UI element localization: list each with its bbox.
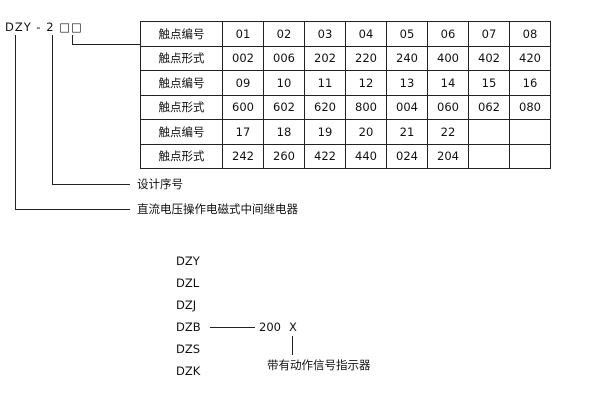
contact-table: 触点编号 01 02 03 04 05 06 07 08 触点形式 002 006 202 220 240 4… — [140, 21, 551, 169]
table-cell — [468, 143, 510, 169]
table-cell: 220 — [345, 45, 387, 71]
table-cell: 18 — [263, 119, 305, 145]
table-cell: 080 — [509, 94, 551, 120]
model-code: DZY - 2 □□ — [5, 20, 83, 34]
table-cell: 060 — [427, 94, 469, 120]
table-row: 触点形式 242 260 422 440 024 204 — [140, 143, 551, 169]
table-cell: 062 — [468, 94, 510, 120]
design-serial-label: 设计序号 — [137, 177, 183, 191]
row-header: 触点形式 — [140, 143, 223, 169]
variant-code-group: 200 X — [259, 320, 297, 334]
row-header: 触点形式 — [140, 94, 223, 120]
table-cell — [468, 119, 510, 145]
table-cell: 20 — [345, 119, 387, 145]
table-row: 触点编号 09 10 11 12 13 14 15 16 — [140, 70, 551, 96]
series-item: DZJ — [176, 298, 197, 312]
table-cell: 04 — [345, 21, 387, 47]
relay-desc-label: 直流电压操作电磁式中间继电器 — [137, 202, 298, 216]
table-row: 触点形式 002 006 202 220 240 400 402 420 — [140, 45, 551, 71]
series-item: DZS — [176, 342, 201, 356]
row-header: 触点编号 — [140, 119, 223, 145]
series-item: DZB — [176, 320, 201, 334]
table-cell: 602 — [263, 94, 305, 120]
table-row: 触点编号 17 18 19 20 21 22 — [140, 119, 551, 145]
table-cell: 22 — [427, 119, 469, 145]
connector-line — [292, 336, 293, 355]
row-header: 触点编号 — [140, 21, 223, 47]
table-cell: 242 — [222, 143, 264, 169]
table-cell: 600 — [222, 94, 264, 120]
variant-suffix: X — [288, 320, 297, 334]
table-cell: 06 — [427, 21, 469, 47]
table-cell — [509, 143, 551, 169]
table-cell: 006 — [263, 45, 305, 71]
suffix-desc: 带有动作信号指示器 — [267, 358, 371, 372]
table-cell: 07 — [468, 21, 510, 47]
connector-line — [72, 35, 73, 45]
table-cell: 15 — [468, 70, 510, 96]
table-cell: 402 — [468, 45, 510, 71]
table-cell: 03 — [304, 21, 346, 47]
table-cell: 02 — [263, 21, 305, 47]
table-cell: 440 — [345, 143, 387, 169]
series-item: DZL — [176, 276, 200, 290]
connector-line — [52, 35, 53, 185]
table-cell: 202 — [304, 45, 346, 71]
table-cell: 19 — [304, 119, 346, 145]
connector-line — [210, 327, 255, 328]
table-cell: 09 — [222, 70, 264, 96]
table-cell: 11 — [304, 70, 346, 96]
connector-line — [15, 35, 16, 210]
table-cell: 024 — [386, 143, 428, 169]
connector-line — [15, 209, 130, 210]
table-cell: 260 — [263, 143, 305, 169]
table-cell: 13 — [386, 70, 428, 96]
table-row: 触点编号 01 02 03 04 05 06 07 08 — [140, 21, 551, 47]
table-cell: 05 — [386, 21, 428, 47]
connector-line — [52, 184, 130, 185]
table-cell: 17 — [222, 119, 264, 145]
table-cell: 12 — [345, 70, 387, 96]
variant-code: 200 — [259, 320, 281, 334]
table-cell: 14 — [427, 70, 469, 96]
table-cell: 620 — [304, 94, 346, 120]
table-cell: 16 — [509, 70, 551, 96]
table-cell: 422 — [304, 143, 346, 169]
series-item: DZK — [176, 364, 201, 378]
table-cell: 420 — [509, 45, 551, 71]
table-cell: 800 — [345, 94, 387, 120]
table-cell: 204 — [427, 143, 469, 169]
connector-line — [72, 44, 140, 45]
series-item: DZY — [176, 254, 200, 268]
table-row: 触点形式 600 602 620 800 004 060 062 080 — [140, 94, 551, 120]
table-cell — [509, 119, 551, 145]
table-cell: 400 — [427, 45, 469, 71]
table-cell: 01 — [222, 21, 264, 47]
table-cell: 240 — [386, 45, 428, 71]
table-cell: 004 — [386, 94, 428, 120]
table-cell: 10 — [263, 70, 305, 96]
row-header: 触点编号 — [140, 70, 223, 96]
table-cell: 002 — [222, 45, 264, 71]
table-cell: 08 — [509, 21, 551, 47]
table-cell: 21 — [386, 119, 428, 145]
row-header: 触点形式 — [140, 45, 223, 71]
